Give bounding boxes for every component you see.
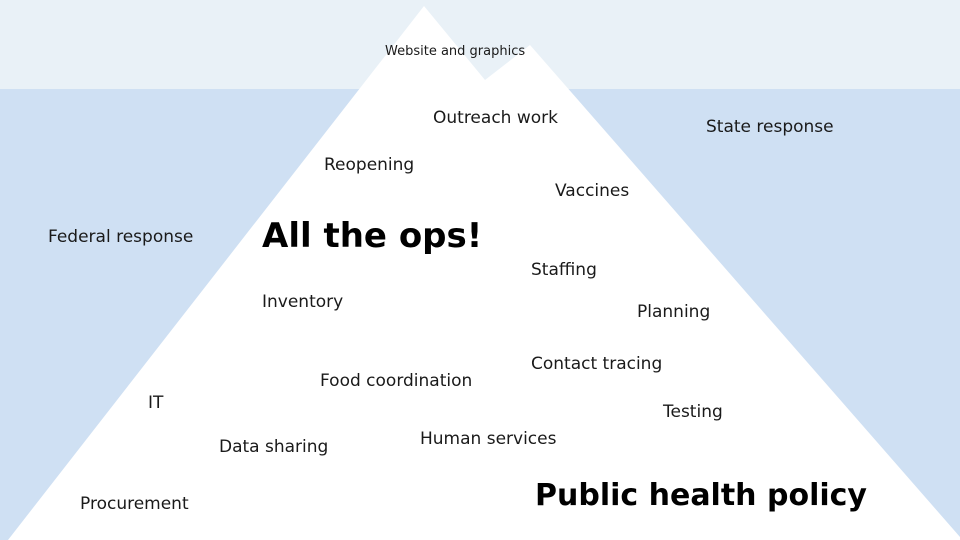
label-reopening: Reopening bbox=[324, 155, 415, 175]
label-procurement: Procurement bbox=[80, 494, 189, 514]
label-all-the-ops: All the ops! bbox=[262, 216, 483, 256]
label-vaccines: Vaccines bbox=[555, 181, 630, 201]
label-state-response: State response bbox=[706, 117, 834, 137]
label-staffing: Staffing bbox=[531, 260, 597, 280]
label-human-services: Human services bbox=[420, 429, 557, 449]
label-food-coordination: Food coordination bbox=[320, 371, 473, 391]
label-data-sharing: Data sharing bbox=[219, 437, 329, 457]
label-public-health-policy: Public health policy bbox=[535, 478, 867, 513]
label-testing: Testing bbox=[663, 402, 723, 422]
iceberg-shape bbox=[8, 6, 960, 540]
label-inventory: Inventory bbox=[262, 292, 344, 312]
label-contact-tracing: Contact tracing bbox=[531, 354, 663, 374]
label-it: IT bbox=[148, 393, 164, 413]
label-planning: Planning bbox=[637, 302, 711, 322]
label-website-and-graphics: Website and graphics bbox=[385, 44, 526, 59]
label-federal-response: Federal response bbox=[48, 227, 194, 247]
label-outreach-work: Outreach work bbox=[433, 108, 558, 128]
